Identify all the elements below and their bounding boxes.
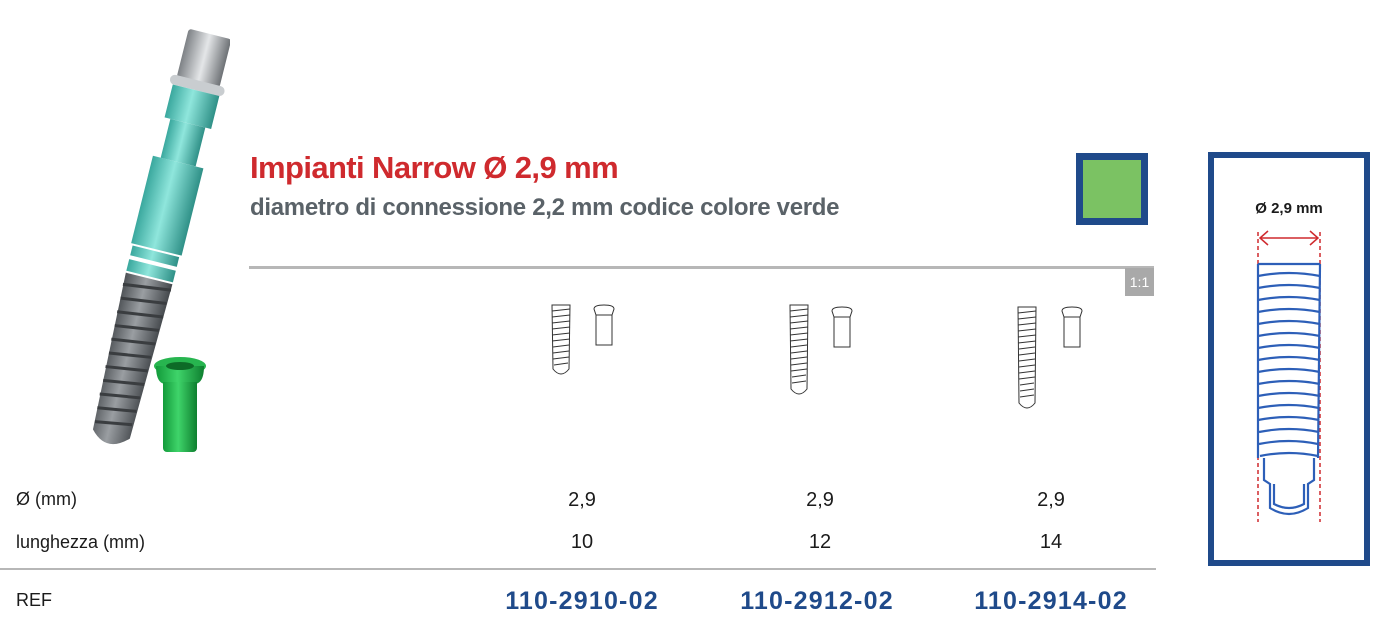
divider	[249, 266, 1154, 269]
diameter-diagram-panel: Ø 2,9 mm	[1208, 152, 1370, 566]
ref-code: 110-2914-02	[974, 587, 1128, 615]
implant-image	[92, 29, 230, 445]
page-subtitle: diametro di connessione 2,2 mm codice co…	[250, 194, 840, 221]
cover-cap-image	[154, 357, 206, 452]
label-ref: REF	[16, 590, 52, 610]
color-code-swatch	[1076, 153, 1148, 225]
label-length: lunghezza (mm)	[16, 532, 146, 552]
implant-drawing-10	[551, 304, 615, 375]
cell-diameter: 2,9	[806, 489, 834, 511]
ref-code: 110-2912-02	[740, 587, 894, 615]
cell-length: 12	[808, 531, 832, 553]
page-title: Impianti Narrow Ø 2,9 mm	[250, 150, 619, 185]
ref-code: 110-2910-02	[505, 587, 659, 615]
scale-badge: 1:1	[1125, 268, 1154, 296]
implant-drawing-12	[789, 304, 853, 395]
cell-diameter: 2,9	[568, 489, 596, 511]
implant-thread-diagram	[1256, 230, 1322, 522]
diameter-label: Ø 2,9 mm	[1255, 200, 1323, 217]
cell-length: 10	[570, 531, 594, 553]
label-diameter: Ø (mm)	[16, 489, 77, 509]
cell-length: 14	[1039, 531, 1063, 553]
divider	[0, 568, 1156, 570]
cell-diameter: 2,9	[1037, 489, 1065, 511]
implant-drawing-14	[1017, 306, 1083, 409]
